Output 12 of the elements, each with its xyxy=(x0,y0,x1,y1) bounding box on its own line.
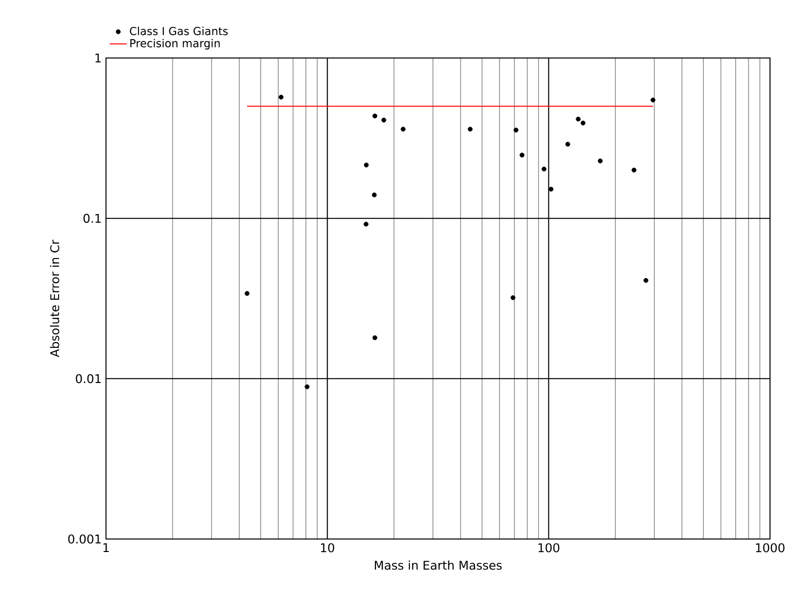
y-axis-title: Absolute Error in Cr xyxy=(50,240,60,358)
y-tick-label: 0.01 xyxy=(76,374,101,384)
y-tick-label: 0.001 xyxy=(68,534,101,544)
x-tick-label: 100 xyxy=(538,543,560,552)
x-axis-title: Mass in Earth Masses xyxy=(374,560,502,570)
y-tick-label: 0.1 xyxy=(84,214,101,223)
x-tick-label: 1000 xyxy=(756,543,784,552)
x-tick-label: 10 xyxy=(321,543,334,552)
x-tick-label: 1 xyxy=(104,543,109,552)
legend-label: Class I Gas Giants xyxy=(130,26,228,36)
y-tick-label: 1 xyxy=(95,54,101,62)
legend-label: Precision margin xyxy=(130,38,220,50)
